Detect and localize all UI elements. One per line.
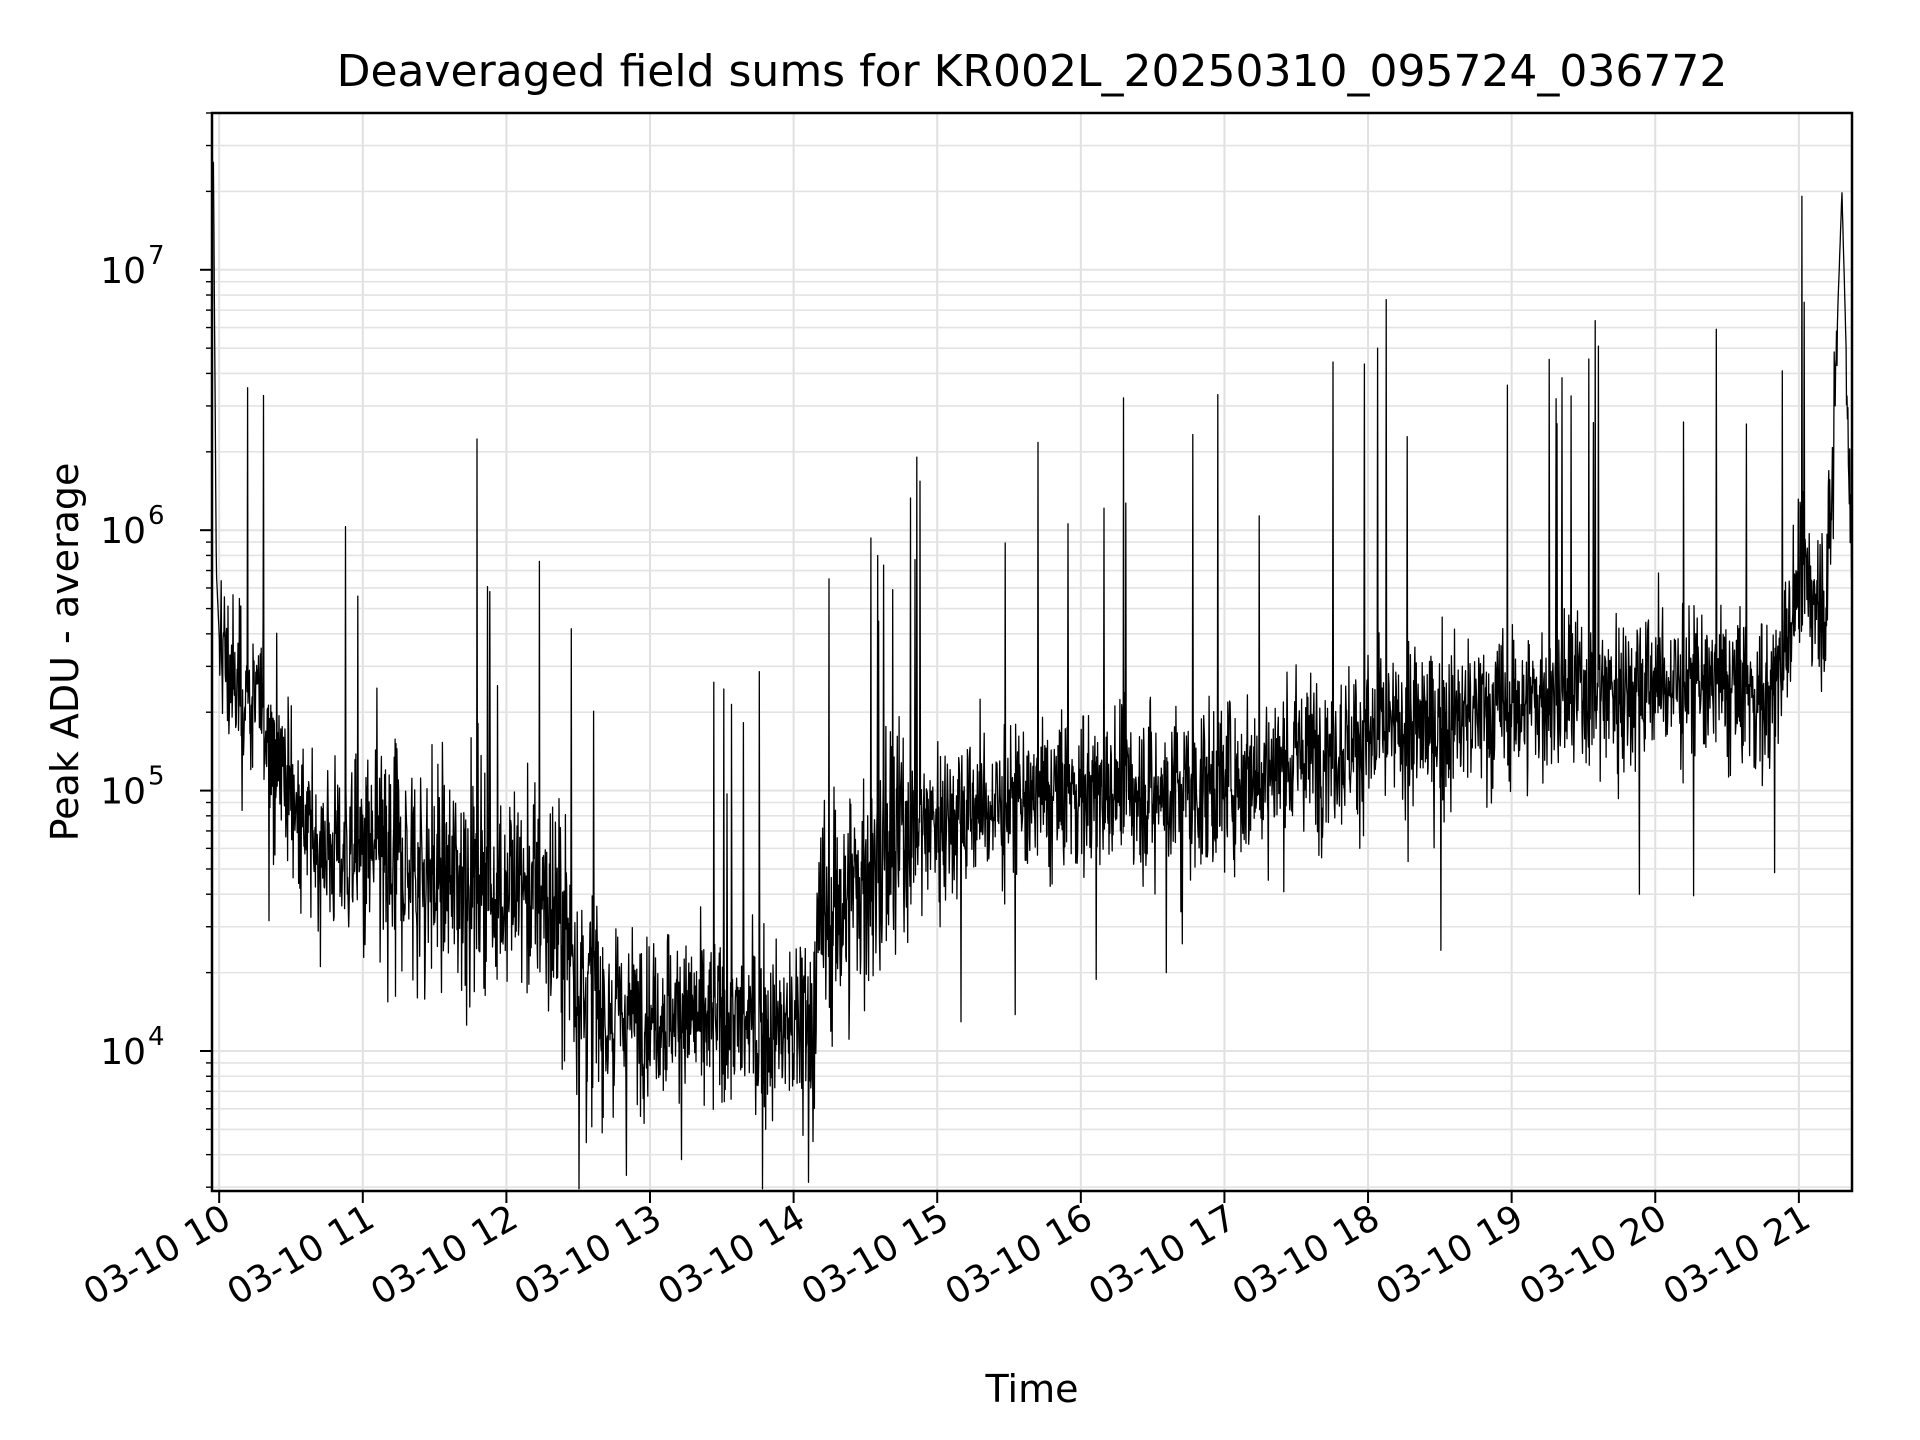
x-tick-label: 03-10 16	[939, 1197, 1100, 1313]
chart-title: Deaveraged field sums for KR002L_2025031…	[337, 46, 1728, 97]
y-tick-exponent: 6	[148, 501, 165, 531]
y-tick-label: 10	[100, 511, 146, 552]
y-tick-label: 10	[100, 772, 146, 813]
x-tick-label: 03-10 19	[1369, 1197, 1530, 1313]
x-tick-label: 03-10 20	[1513, 1197, 1674, 1313]
x-tick-label: 03-10 17	[1082, 1197, 1243, 1313]
x-tick-label: 03-10 12	[364, 1197, 525, 1313]
x-tick-label: 03-10 21	[1657, 1197, 1818, 1313]
plot-frame	[210, 111, 1854, 1193]
y-tick-exponent: 7	[148, 241, 165, 271]
x-tick-label: 03-10 14	[651, 1197, 812, 1313]
y-tick-exponent: 4	[148, 1022, 165, 1052]
grid	[212, 112, 1852, 1191]
x-tick-label: 03-10 11	[221, 1197, 382, 1313]
y-tick-exponent: 5	[148, 762, 165, 792]
x-tick-label: 03-10 15	[795, 1197, 956, 1313]
y-tick-label: 10	[100, 251, 146, 292]
series-line	[212, 161, 1852, 1190]
y-axis-label: Peak ADU - average	[43, 463, 87, 842]
x-tick-label: 03-10 18	[1226, 1197, 1387, 1313]
x-tick-label: 03-10 13	[508, 1197, 669, 1313]
y-tick-label: 10	[100, 1032, 146, 1073]
x-tick-label: 03-10 10	[77, 1197, 238, 1313]
x-axis-label: Time	[985, 1367, 1079, 1411]
data-layer	[212, 161, 1852, 1190]
